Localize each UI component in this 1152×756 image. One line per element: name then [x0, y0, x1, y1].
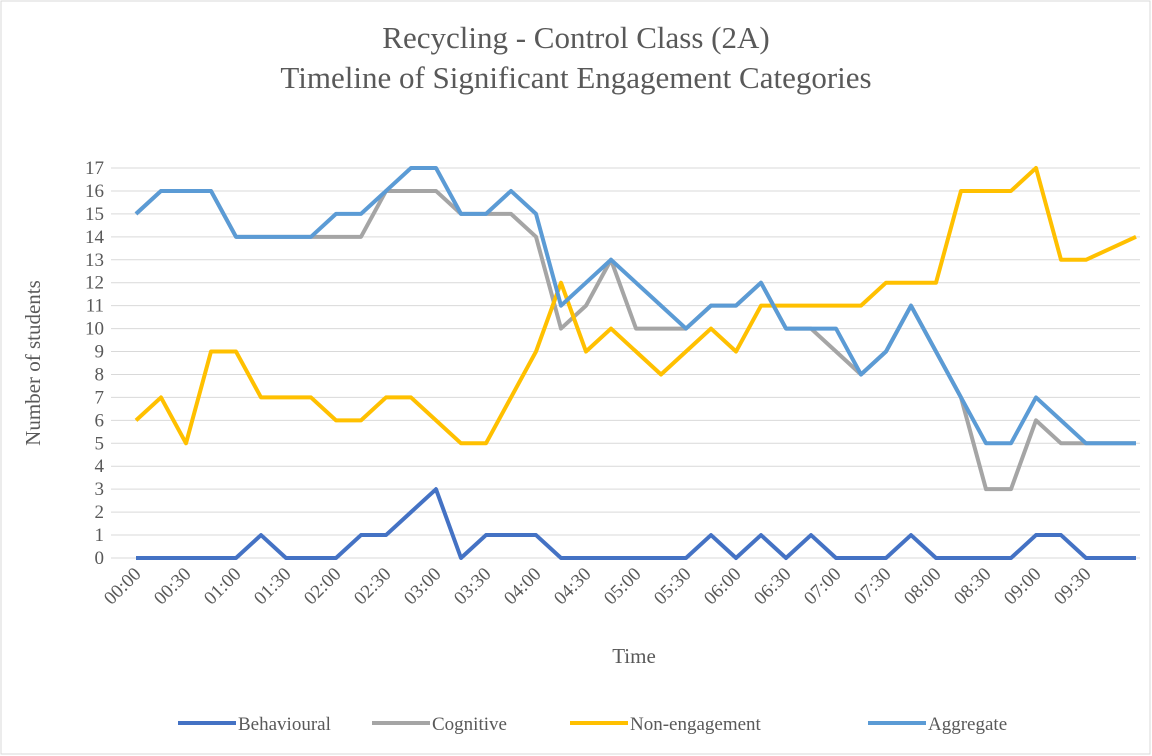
series-line	[136, 487, 1136, 560]
y-tick-label: 4	[95, 456, 105, 477]
y-tick-label: 0	[95, 548, 105, 569]
y-tick-label: 14	[85, 227, 105, 248]
y-tick-label: 7	[95, 387, 105, 408]
legend-label: Non-engagement	[630, 714, 762, 735]
y-tick-label: 10	[85, 319, 104, 340]
y-tick-label: 5	[95, 433, 105, 454]
chart-subtitle: Timeline of Significant Engagement Categ…	[280, 60, 871, 95]
chart-title: Recycling - Control Class (2A)	[382, 20, 769, 55]
y-tick-label: 8	[95, 364, 105, 385]
series-line	[134, 166, 1137, 446]
y-tick-label: 6	[95, 410, 105, 431]
y-tick-label: 13	[85, 250, 104, 271]
y-tick-label: 1	[95, 525, 105, 546]
y-tick-label: 16	[85, 181, 104, 202]
y-tick-label: 9	[95, 342, 105, 363]
y-tick-label: 2	[95, 502, 105, 523]
legend-label: Behavioural	[238, 714, 331, 735]
y-tick-label: 12	[85, 273, 104, 294]
y-tick-label: 11	[86, 296, 104, 317]
x-axis-label: Time	[612, 644, 656, 668]
y-tick-label: 3	[95, 479, 105, 500]
legend-label: Cognitive	[432, 714, 507, 735]
y-axis-label: Number of students	[21, 280, 45, 446]
legend-label: Aggregate	[928, 714, 1007, 735]
y-tick-label: 17	[85, 158, 104, 179]
series-line	[134, 166, 1136, 446]
y-tick-label: 15	[85, 204, 104, 225]
